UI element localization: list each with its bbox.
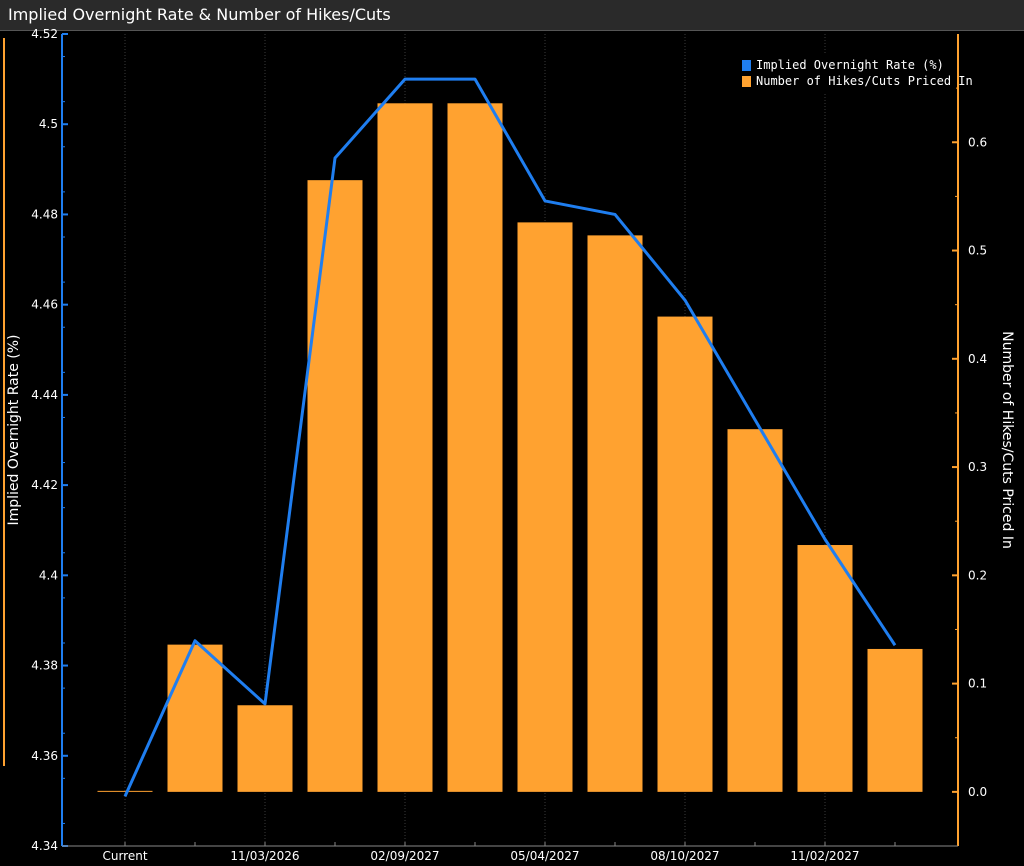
line-series [123, 77, 897, 797]
x-tick-label: 11/03/2026 [230, 849, 299, 863]
title-bar: Implied Overnight Rate & Number of Hikes… [0, 0, 1024, 31]
bar [167, 644, 223, 792]
chart-title: Implied Overnight Rate & Number of Hikes… [8, 5, 391, 24]
left-tick-label: 4.5 [39, 117, 58, 131]
left-tick-label: 4.48 [31, 207, 58, 221]
left-tick-label: 4.44 [31, 388, 58, 402]
right-tick-label: 0.2 [968, 568, 987, 582]
left-tick-label: 4.4 [39, 568, 58, 582]
legend-label-hikes: Number of Hikes/Cuts Priced In [756, 74, 973, 88]
left-tick-label: 4.38 [31, 659, 58, 673]
right-tick-label: 0.6 [968, 135, 987, 149]
right-axis-label: Number of Hikes/Cuts Priced In [999, 331, 1015, 549]
legend-swatch-hikes [742, 76, 751, 87]
bar [727, 429, 783, 792]
bar [657, 316, 713, 792]
left-tick-label: 4.52 [31, 27, 58, 41]
axes: 4.34 4.36 4.38 4.4 4.42 4.44 4.46 4.48 4.5 4.52 Im… [3, 27, 1015, 863]
bar [517, 222, 573, 792]
x-tick-label: 05/04/2027 [510, 849, 579, 863]
x-tick-label: Current [102, 849, 147, 863]
right-tick-label: 0.0 [968, 785, 987, 799]
bar [97, 790, 153, 792]
x-tick-label: 08/10/2027 [650, 849, 719, 863]
left-tick-label: 4.46 [31, 298, 58, 312]
bar [447, 103, 503, 792]
bar [377, 103, 433, 792]
bar [587, 235, 643, 792]
left-tick-label: 4.34 [31, 839, 58, 853]
left-axis-label: Implied Overnight Rate (%) [6, 334, 22, 525]
left-tick-label: 4.36 [31, 749, 58, 763]
legend-label-rate: Implied Overnight Rate (%) [756, 58, 944, 72]
legend-swatch-rate [742, 60, 751, 71]
bar [867, 648, 923, 792]
bar [237, 705, 293, 792]
x-tick-label: 11/02/2027 [790, 849, 859, 863]
legend: Implied Overnight Rate (%) Number of Hik… [736, 54, 973, 94]
rate-line [123, 77, 897, 797]
right-tick-label: 0.1 [968, 677, 987, 691]
right-tick-label: 0.4 [968, 352, 987, 366]
bars-series [97, 103, 923, 792]
bar [797, 545, 853, 792]
x-tick-label: 02/09/2027 [370, 849, 439, 863]
right-tick-label: 0.3 [968, 460, 987, 474]
right-tick-label: 0.5 [968, 244, 987, 258]
left-tick-label: 4.42 [31, 478, 58, 492]
bar [307, 180, 363, 792]
